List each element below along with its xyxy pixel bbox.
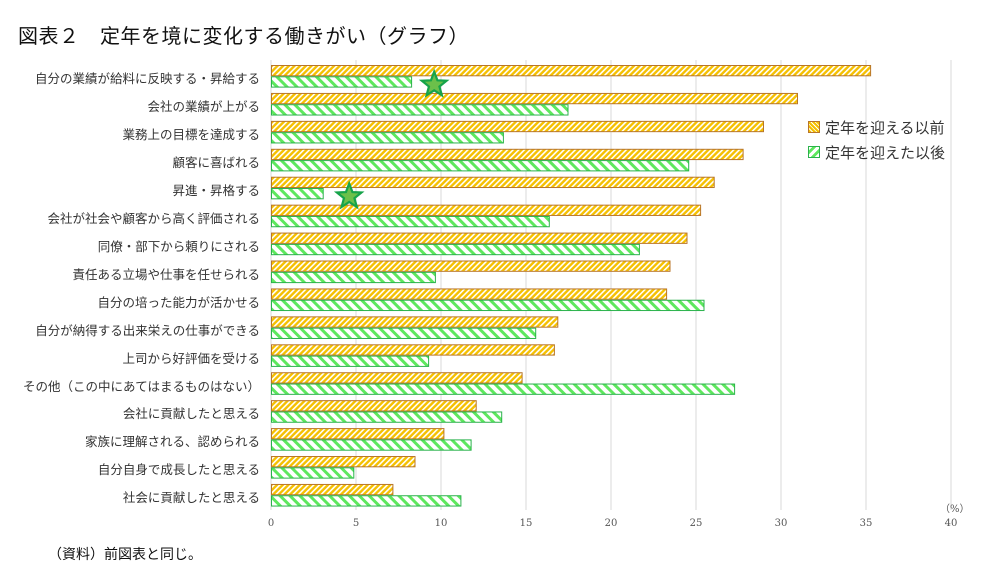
x-tick-label: 30 (775, 518, 788, 529)
category-label: 責任ある立場や仕事を任せられる (72, 266, 260, 282)
bar-after (271, 355, 430, 367)
bar-before (271, 148, 744, 161)
bar-before (271, 316, 559, 328)
bar-after (271, 243, 640, 256)
unit-label: （%） (940, 504, 970, 515)
category-label: 社会に貢献したと思える (122, 490, 260, 506)
category-label: 家族に理解される、認められる (84, 434, 260, 450)
legend-label-before: 定年を迎える以前 (825, 119, 945, 137)
bars (271, 65, 872, 507)
legend-swatch-before (808, 121, 820, 133)
x-tick-label: 0 (268, 518, 274, 529)
bar-after (271, 411, 503, 423)
bar-before (271, 176, 715, 189)
category-label: 会社に貢献したと思える (122, 406, 260, 422)
x-tick-label: 25 (690, 518, 703, 529)
footnote-source: （資料）前図表と同じ。 (48, 547, 202, 563)
x-tick-label: 15 (520, 518, 533, 529)
x-tick-label: 10 (435, 518, 448, 529)
bar-after (271, 495, 462, 507)
legend-label-after: 定年を迎えた以後 (825, 144, 946, 162)
category-label: 会社が社会や顧客から高く評価される (47, 210, 260, 226)
bar-before (271, 372, 523, 384)
legend-item-before: 定年を迎える以前 (808, 117, 945, 138)
x-tick-label: 35 (860, 518, 873, 529)
category-label: 同僚・部下から頼りにされる (97, 238, 260, 254)
bar-before (271, 456, 416, 468)
category-label: 自分の培った能力が活かせる (97, 294, 260, 310)
bar-after (271, 327, 537, 339)
bar-after (271, 132, 504, 144)
bar-after (271, 104, 569, 116)
bar-before (271, 120, 764, 133)
bar-before (271, 288, 668, 300)
chart-title: 図表２ 定年を境に変化する働きがい（グラフ） (18, 24, 469, 48)
category-label: 会社の業績が上がる (147, 99, 260, 115)
bar-before (271, 65, 872, 77)
bar-after (271, 299, 705, 312)
x-axis-ticks: 0 5 10 15 20 25 30 35 40 (268, 518, 958, 529)
category-label: 上司から好評価を受ける (122, 350, 260, 366)
bar-before (271, 232, 688, 244)
bar-after (271, 160, 690, 172)
star-annotations (333, 68, 450, 210)
bar-before (271, 344, 555, 356)
category-label: 業務上の目標を達成する (122, 127, 260, 143)
legend-swatch-after (808, 146, 820, 158)
bar-after (271, 271, 436, 284)
category-label: 昇進・昇格する (172, 183, 260, 199)
category-label: 顧客に喜ばれる (172, 155, 260, 171)
bar-after (271, 467, 355, 479)
bar-before (271, 260, 671, 272)
bar-before (271, 92, 798, 105)
bar-after (271, 383, 736, 395)
bar-before (271, 204, 702, 216)
category-label: 自分自身で成長したと思える (97, 462, 260, 478)
bar-after (271, 439, 472, 451)
star-icon (333, 180, 365, 210)
x-tick-label: 20 (605, 518, 618, 529)
bar-before (271, 428, 445, 440)
category-label: 自分が納得する出来栄えの仕事ができる (35, 322, 260, 338)
star-icon (418, 68, 450, 98)
x-tick-label: 5 (353, 518, 359, 529)
category-label: 自分の業績が給料に反映する・昇給する (34, 71, 260, 87)
bar-after (271, 76, 413, 88)
bar-after (271, 188, 324, 200)
bar-after (271, 215, 550, 228)
legend-item-after: 定年を迎えた以後 (808, 142, 945, 163)
bar-before (271, 483, 394, 496)
bar-before (271, 400, 477, 412)
category-label: その他（この中にあてはまるものはない） (22, 378, 260, 394)
x-tick-label: 40 (945, 518, 958, 529)
